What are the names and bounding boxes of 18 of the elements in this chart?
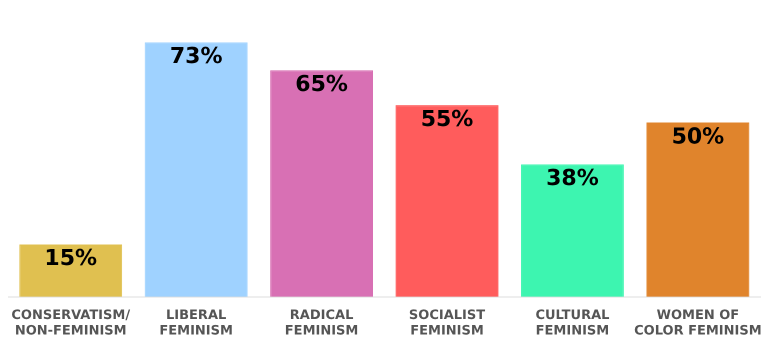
x-tick-label: LIBERAL FEMINISM bbox=[159, 308, 233, 339]
bar bbox=[646, 122, 750, 297]
x-tick-label: SOCIALIST FEMINISM bbox=[408, 308, 486, 339]
data-label: 38% bbox=[546, 166, 599, 192]
data-label: 50% bbox=[672, 124, 724, 150]
x-tick-label: CULTURAL FEMINISM bbox=[535, 308, 610, 339]
x-tick-label: RADICAL FEMINISM bbox=[284, 308, 358, 339]
x-tick-label: WOMEN OF COLOR FEMINISM bbox=[634, 308, 762, 339]
x-tick-label: CONSERVATISM/ NON-FEMINISM bbox=[11, 308, 130, 339]
data-label: 65% bbox=[295, 72, 348, 97]
bar bbox=[144, 42, 248, 297]
data-label: 73% bbox=[170, 44, 222, 70]
bar bbox=[396, 105, 498, 297]
bar bbox=[19, 244, 122, 297]
data-label: 15% bbox=[44, 246, 98, 272]
bar bbox=[270, 70, 374, 297]
bar bbox=[521, 164, 624, 297]
data-label: 55% bbox=[420, 106, 474, 132]
